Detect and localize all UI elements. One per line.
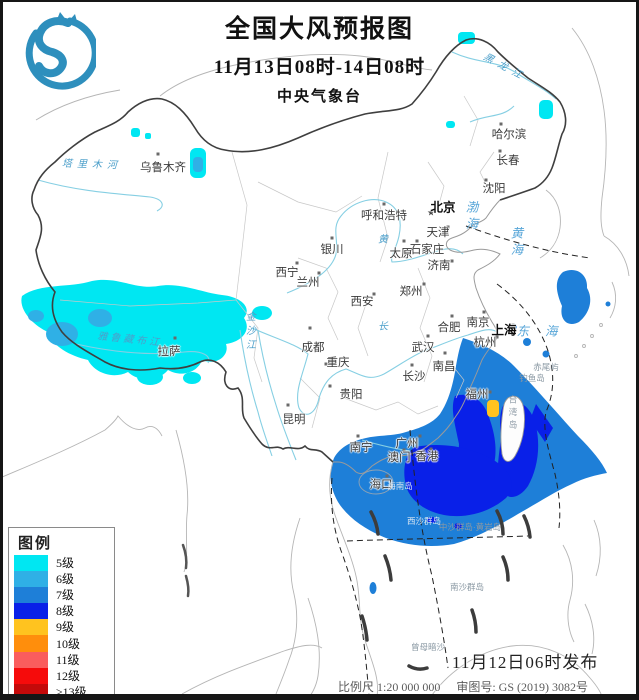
legend-item: 6级 xyxy=(14,571,114,588)
legend-color-swatch xyxy=(14,651,48,668)
legend-color-swatch xyxy=(14,587,48,604)
legend-item-label: 10级 xyxy=(56,636,81,651)
map-review-number: 审图号: GS (2019) 3082号 xyxy=(456,680,589,694)
map-lines xyxy=(0,27,630,700)
rivers xyxy=(37,51,557,461)
legend-color-swatch xyxy=(14,555,48,572)
legend-item: 9级 xyxy=(14,619,114,636)
wind-area-level8 xyxy=(404,394,553,529)
national-border xyxy=(31,37,567,463)
legend-item: 7级 xyxy=(14,587,114,604)
nine-dash-line xyxy=(360,509,532,671)
legend-color-swatch xyxy=(14,619,48,636)
legend-title: 图例 xyxy=(18,536,53,552)
logo-dragon-body xyxy=(34,17,72,78)
legend-color-swatch xyxy=(14,571,48,588)
legend-item-label: 7级 xyxy=(56,588,75,603)
legend-item: 8级 xyxy=(14,603,114,620)
legend-item: 5级 xyxy=(14,555,114,572)
wind-area-level5 xyxy=(21,32,553,385)
logo-ring xyxy=(25,17,99,90)
wind-area-level9 xyxy=(487,400,499,417)
cma-logo xyxy=(10,6,99,92)
andaman-marks xyxy=(181,543,190,598)
legend: 图例 5级 6级 7级 8级 9级 10级 11级 12级 ≥13级 xyxy=(8,527,115,700)
legend-item: 11级 xyxy=(14,651,114,668)
logo-horn-left xyxy=(56,12,67,22)
legend-color-swatch xyxy=(14,683,48,700)
province-boundaries xyxy=(59,95,495,429)
legend-item-label: ≥13级 xyxy=(56,684,87,699)
taiwan-island xyxy=(500,395,525,462)
legend-item-label: 8级 xyxy=(56,604,75,619)
coastline xyxy=(333,199,501,475)
logo-horn-right xyxy=(67,14,78,25)
islands xyxy=(358,395,525,495)
legend-color-swatch xyxy=(14,667,48,684)
legend-item-label: 11级 xyxy=(56,652,80,667)
footer-meta: 比例尺 1:20 000 000 审图号: GS (2019) 3082号 xyxy=(338,678,588,695)
legend-item: 12级 xyxy=(14,667,114,684)
issue-time: 11月12日06时发布 xyxy=(452,653,599,672)
legend-item: 10级 xyxy=(14,635,114,652)
legend-item-label: 9级 xyxy=(56,620,75,635)
maritime-dashed-lines xyxy=(330,225,591,696)
legend-item-label: 12级 xyxy=(56,668,81,683)
wind-areas xyxy=(21,32,611,594)
hainan-island xyxy=(358,469,394,495)
cma-logo-art xyxy=(25,12,99,90)
legend-items: 5级 6级 7级 8级 9级 10级 11级 12级 ≥13级 xyxy=(9,555,114,700)
legend-item: ≥13级 xyxy=(14,683,114,700)
legend-item-label: 6级 xyxy=(56,572,75,587)
legend-color-swatch xyxy=(14,635,48,652)
legend-color-swatch xyxy=(14,603,48,620)
map-scale: 比例尺 1:20 000 000 xyxy=(338,680,441,694)
legend-item-label: 5级 xyxy=(56,556,75,571)
